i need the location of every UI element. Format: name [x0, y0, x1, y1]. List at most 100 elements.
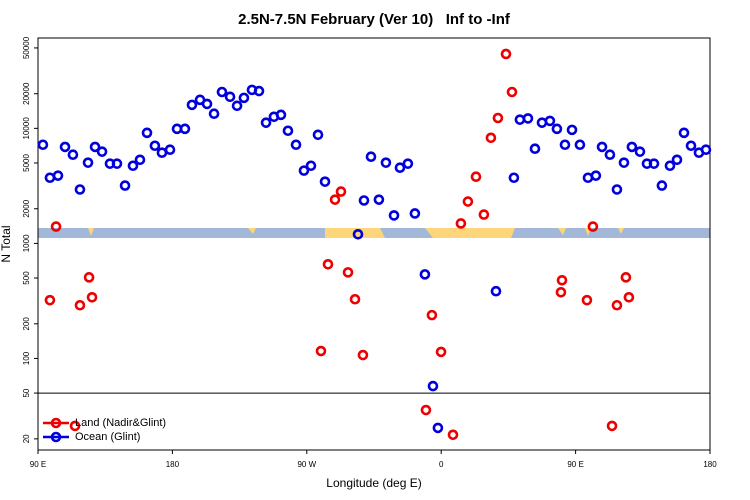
data-point	[141, 127, 153, 139]
x-tick-label: 180	[703, 460, 717, 469]
data-point	[186, 99, 198, 111]
data-point	[86, 291, 98, 303]
y-tick-label: 100	[22, 351, 31, 365]
data-point	[179, 123, 191, 135]
data-point	[201, 98, 213, 110]
y-axis-label: N Total	[0, 225, 13, 262]
data-point	[556, 274, 568, 286]
y-tick-label: 10000	[22, 117, 31, 140]
data-point	[664, 160, 676, 172]
legend-marker	[50, 431, 62, 443]
data-point	[335, 186, 347, 197]
data-point	[127, 160, 139, 172]
data-point	[492, 112, 504, 124]
x-tick-label: 180	[166, 460, 180, 469]
data-point	[358, 195, 370, 206]
data-point	[604, 149, 616, 161]
x-tick-label: 90 E	[30, 460, 46, 469]
data-point	[587, 221, 599, 232]
data-point	[490, 285, 502, 297]
data-point	[544, 115, 556, 127]
data-point	[260, 117, 272, 128]
legend-marker	[50, 417, 62, 429]
chart-title: 2.5N-7.5N February (Ver 10) Inf to -Inf	[238, 11, 511, 28]
data-point	[149, 140, 161, 152]
data-point	[566, 124, 578, 136]
data-point	[74, 184, 86, 195]
data-point	[305, 160, 317, 172]
data-point	[134, 154, 146, 166]
data-point	[67, 149, 79, 161]
data-point	[96, 146, 108, 157]
data-point	[224, 91, 236, 103]
data-point	[623, 291, 635, 303]
x-axis-label: Longitude (deg E)	[326, 476, 421, 490]
data-point	[685, 140, 697, 152]
data-point	[208, 108, 220, 120]
data-point	[111, 158, 123, 169]
data-point	[380, 157, 392, 168]
data-point	[506, 86, 518, 98]
data-point	[357, 349, 369, 361]
data-point	[596, 141, 608, 153]
data-point	[352, 228, 364, 240]
data-point	[253, 85, 265, 97]
legend-label: Ocean (Glint)	[75, 431, 140, 443]
y-tick-label: 20000	[22, 82, 31, 105]
data-point	[216, 86, 228, 98]
y-tick-label: 50	[22, 388, 31, 397]
data-point	[590, 170, 602, 181]
data-point	[611, 184, 623, 195]
data-point	[59, 141, 71, 153]
data-point	[574, 139, 586, 151]
data-point	[435, 346, 447, 358]
data-point	[455, 218, 467, 229]
data-point	[618, 157, 630, 168]
data-point	[365, 151, 377, 162]
data-point	[119, 180, 131, 191]
data-point	[373, 194, 385, 205]
data-point	[37, 139, 49, 151]
data-point	[678, 127, 690, 139]
data-point	[44, 294, 56, 306]
y-tick-label: 200	[22, 317, 31, 331]
data-point	[648, 158, 660, 169]
data-point	[626, 141, 638, 153]
data-point	[611, 299, 623, 311]
data-point	[164, 144, 176, 156]
data-point	[402, 158, 414, 169]
x-tick-label: 90 E	[567, 460, 583, 469]
data-point	[485, 132, 497, 144]
data-point	[508, 172, 520, 184]
y-tick-label: 2000	[22, 199, 31, 217]
data-point	[275, 109, 287, 121]
x-tick-label: 0	[439, 460, 444, 469]
data-point	[52, 170, 64, 181]
data-point	[606, 420, 618, 432]
data-point	[522, 113, 534, 124]
x-tick-label: 90 W	[297, 460, 316, 469]
y-tick-label: 50000	[22, 36, 31, 59]
y-tick-label: 5000	[22, 154, 31, 172]
data-point	[290, 139, 302, 151]
data-point	[409, 208, 421, 219]
data-point	[551, 123, 563, 135]
data-point	[69, 420, 81, 432]
data-point	[322, 259, 334, 270]
plot-frame	[37, 37, 711, 451]
data-point	[282, 125, 294, 137]
data-point	[671, 154, 683, 166]
data-point	[427, 380, 439, 392]
y-tick-label: 20	[22, 434, 31, 443]
data-point	[478, 209, 490, 220]
data-point	[555, 286, 567, 298]
data-point	[349, 293, 361, 305]
data-point	[634, 146, 646, 157]
map-strip	[38, 228, 710, 238]
data-point	[89, 141, 101, 153]
y-tick-label: 500	[22, 271, 31, 285]
data-point	[329, 194, 341, 205]
data-point	[83, 272, 95, 283]
data-point	[298, 165, 310, 176]
data-point	[238, 92, 250, 104]
